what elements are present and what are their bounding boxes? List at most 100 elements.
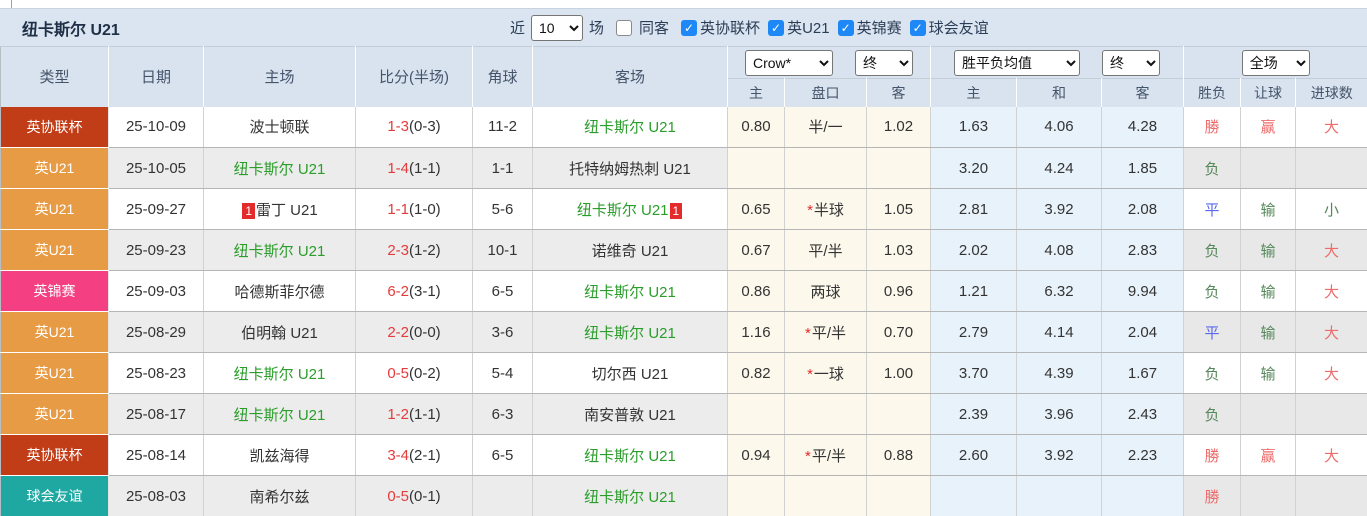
home-team-cell: 伯明翰 U21 xyxy=(203,311,356,353)
result-goals: 大 xyxy=(1295,434,1367,476)
match-date: 25-08-17 xyxy=(108,393,204,435)
avg-draw-odds: 4.24 xyxy=(1016,147,1103,189)
away-team-name[interactable]: 纽卡斯尔 U21 xyxy=(584,488,676,506)
header-sub-row: 主 盘口 客 主 和 客 胜负 让球 进球数 xyxy=(1,78,1367,107)
avg-home-odds: 1.21 xyxy=(930,270,1018,312)
away-team-name[interactable]: 纽卡斯尔 U21 xyxy=(584,324,676,342)
odds-time-select-2[interactable]: 终 xyxy=(1102,49,1161,76)
match-scope-select[interactable]: 全场 xyxy=(1241,49,1310,76)
handicap-line: 平/半 xyxy=(811,447,846,465)
away-team-name[interactable]: 纽卡斯尔 U21 xyxy=(584,283,676,301)
home-team-name[interactable]: 波士顿联 xyxy=(249,119,310,137)
subcol-handicap-line: 盘口 xyxy=(784,78,867,107)
away-team-name[interactable]: 切尔西 U21 xyxy=(591,365,669,383)
away-team-name[interactable]: 纽卡斯尔 U21 xyxy=(584,119,676,137)
home-team-name[interactable]: 哈德斯菲尔德 xyxy=(234,283,325,301)
away-team-name[interactable]: 纽卡斯尔 U21 xyxy=(576,201,669,219)
result-handicap: 输 xyxy=(1240,270,1297,312)
handicap-line: 平/半 xyxy=(808,242,843,260)
result-goals: 小 xyxy=(1295,188,1367,230)
avg-home-odds: 2.79 xyxy=(930,311,1018,353)
home-team-name[interactable]: 纽卡斯尔 U21 xyxy=(233,242,326,260)
avg-away-odds: 4.28 xyxy=(1101,106,1185,148)
filter-checkbox-friendly[interactable] xyxy=(909,19,926,36)
home-team-cell: 纽卡斯尔 U21 xyxy=(203,393,356,435)
top-strip xyxy=(0,0,1367,8)
handicap-line-cell: 两球 xyxy=(784,270,867,312)
table-row: 英U21 25-09-27 1 雷丁 U21 1-1(1-0) 5-6 纽卡斯尔 U21 1 0… xyxy=(0,188,1367,230)
score-cell: 0-5(0-2) xyxy=(355,352,473,394)
away-team-cell: 纽卡斯尔 U21 xyxy=(532,270,728,312)
corner-cell: 3-6 xyxy=(472,311,533,353)
away-team-cell: 纽卡斯尔 U21 1 xyxy=(532,188,728,230)
away-team-cell: 托特纳姆热刺 U21 xyxy=(532,147,728,189)
rank-badge: 1 xyxy=(242,202,255,219)
away-team-name[interactable]: 托特纳姆热刺 U21 xyxy=(569,160,691,178)
table-row: 英U21 25-08-17 纽卡斯尔 U21 1-2(1-1) 6-3 南安普敦 U21 2… xyxy=(0,393,1367,435)
match-date: 25-08-29 xyxy=(108,311,204,353)
odds-time-select-1[interactable]: 终 xyxy=(855,49,913,76)
avg-away-odds: 2.04 xyxy=(1101,311,1185,353)
result-goals: 大 xyxy=(1295,270,1367,312)
result-outcome: 勝 xyxy=(1183,475,1242,516)
result-outcome: 勝 xyxy=(1183,106,1242,148)
halftime-score: (0-2) xyxy=(409,364,441,382)
result-handicap xyxy=(1240,147,1297,189)
result-outcome: 负 xyxy=(1183,229,1242,271)
handicap-home-odds: 0.80 xyxy=(727,106,785,148)
home-team-name[interactable]: 伯明翰 U21 xyxy=(241,324,318,342)
result-outcome: 负 xyxy=(1183,393,1242,435)
filter-label-u21: 英U21 xyxy=(787,20,830,37)
result-goals xyxy=(1295,147,1367,189)
average-odds-select[interactable]: 胜平负均值 xyxy=(954,49,1081,76)
handicap-select-group: Crow* 终 xyxy=(727,46,932,79)
avg-away-odds: 2.43 xyxy=(1101,393,1185,435)
avg-away-odds: 2.83 xyxy=(1101,229,1185,271)
same-away-label: 同客 xyxy=(639,20,670,37)
scope-select-group: 全场 xyxy=(1183,46,1367,79)
handicap-line: 两球 xyxy=(810,283,841,301)
handicap-away-odds: 0.96 xyxy=(866,270,932,312)
home-team-name[interactable]: 凯兹海得 xyxy=(249,447,310,465)
filter-checkbox-u21[interactable] xyxy=(768,19,785,36)
league-type-badge: 英锦赛 xyxy=(0,270,109,312)
home-team-name[interactable]: 纽卡斯尔 U21 xyxy=(233,160,326,178)
away-team-name[interactable]: 诺维奇 U21 xyxy=(591,242,669,260)
avg-home-odds xyxy=(930,475,1018,516)
same-away-checkbox[interactable] xyxy=(616,19,633,36)
away-team-name[interactable]: 纽卡斯尔 U21 xyxy=(584,447,676,465)
filter-checkbox-league-cup[interactable] xyxy=(681,19,698,36)
handicap-home-odds: 0.94 xyxy=(727,434,785,476)
table-row: 英协联杯 25-08-14 凯兹海得 3-4(2-1) 6-5 纽卡斯尔 U21 0.94 *… xyxy=(0,434,1367,476)
col-header-date: 日期 xyxy=(108,46,204,107)
result-outcome: 负 xyxy=(1183,147,1242,189)
fulltime-score: 1-4 xyxy=(387,159,409,177)
average-select-group: 胜平负均值 终 xyxy=(930,46,1185,79)
handicap-away-odds: 1.03 xyxy=(866,229,932,271)
home-team-name[interactable]: 纽卡斯尔 U21 xyxy=(233,365,326,383)
page-title: 纽卡斯尔 U21 xyxy=(22,21,120,39)
away-team-name[interactable]: 南安普敦 U21 xyxy=(584,406,676,424)
avg-draw-odds xyxy=(1016,475,1103,516)
filter-label-friendly: 球会友谊 xyxy=(928,20,989,37)
league-type-badge: 英U21 xyxy=(0,229,109,271)
halftime-score: (1-1) xyxy=(409,405,441,423)
handicap-away-odds xyxy=(866,393,932,435)
handicap-away-odds: 1.00 xyxy=(866,352,932,394)
away-team-cell: 诺维奇 U21 xyxy=(532,229,728,271)
live-odds-star: * xyxy=(807,365,813,383)
home-team-name[interactable]: 南希尔兹 xyxy=(249,488,310,506)
handicap-home-odds xyxy=(727,147,785,189)
score-cell: 1-4(1-1) xyxy=(355,147,473,189)
home-team-name[interactable]: 雷丁 U21 xyxy=(256,201,318,219)
filter-checkbox-trophy[interactable] xyxy=(837,19,854,36)
handicap-line-cell xyxy=(784,393,867,435)
match-count-select[interactable]: 10 xyxy=(531,14,584,41)
odds-company-select[interactable]: Crow* xyxy=(745,49,833,76)
matches-unit-label: 场 xyxy=(589,20,605,37)
league-type-badge: 英U21 xyxy=(0,147,109,189)
avg-away-odds xyxy=(1101,475,1185,516)
score-cell: 0-5(0-1) xyxy=(355,475,473,516)
subcol-avg-draw: 和 xyxy=(1016,78,1103,107)
home-team-name[interactable]: 纽卡斯尔 U21 xyxy=(233,406,326,424)
